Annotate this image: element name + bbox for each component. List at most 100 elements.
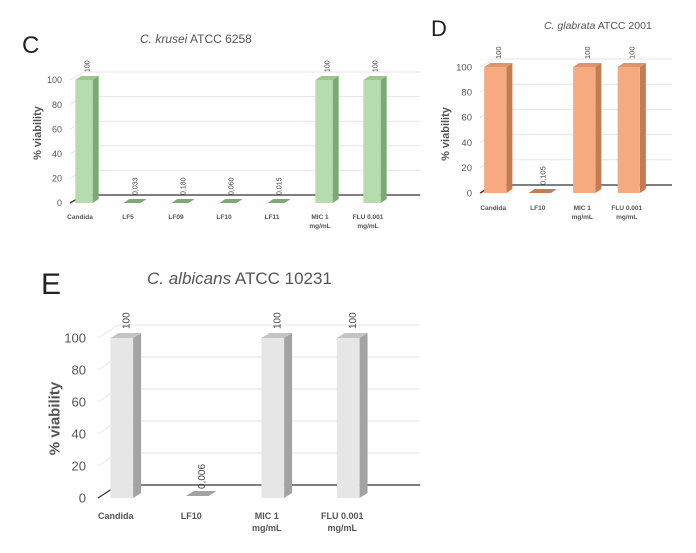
- y-tick-label: 80: [461, 88, 472, 99]
- chart-title-strain: ATCC 2001: [595, 20, 652, 32]
- y-tick-label: 80: [52, 100, 62, 110]
- panel-c: C C. krusei ATCC 6258 % viability 0 20 40 6…: [0, 0, 420, 245]
- bar-top: [75, 76, 99, 80]
- x-tick-label: MIC 1: [255, 511, 279, 521]
- y-tick-label: 0: [79, 491, 86, 506]
- panel-e: E C. albicans ATCC 10231 % viability 0 20…: [0, 260, 420, 553]
- y-tick-label: 60: [72, 395, 86, 410]
- data-label: 0,006: [197, 464, 208, 489]
- chart-e: 0 20 40 60 80 100 100 Candida 0,006 LF10 100 MIC 1 m…: [64, 312, 420, 533]
- gridline-side: [97, 324, 119, 339]
- x-tick-label: LF10: [530, 205, 546, 212]
- bar-top: [484, 63, 513, 67]
- bar-side: [380, 76, 387, 203]
- chart-d: 0 20 40 60 80 100 100 Candida 0,105 LF10 100 MIC 1 m…: [456, 46, 672, 221]
- bar-side: [506, 63, 513, 193]
- data-label: 0,015: [276, 177, 283, 195]
- bar: [573, 67, 596, 193]
- bar: [315, 80, 333, 203]
- bar: [185, 491, 217, 496]
- bar: [363, 80, 381, 203]
- bar: [267, 199, 291, 203]
- y-tick-label: 100: [47, 75, 62, 85]
- y-tick-label: 100: [456, 62, 472, 73]
- data-label: 100: [348, 312, 359, 329]
- bar: [123, 199, 147, 203]
- bar-top: [363, 76, 387, 80]
- y-tick-label: 20: [72, 459, 86, 474]
- data-label: 0,033: [132, 177, 139, 195]
- bar-side: [639, 63, 646, 193]
- chart-title: C. albicans ATCC 10231: [147, 269, 332, 289]
- bar-side: [133, 333, 142, 498]
- x-tick-label: MIC 1: [311, 214, 329, 221]
- panel-d: D C. glabrata ATCC 2001 % viability 0 20 4…: [420, 0, 696, 245]
- data-label: 100: [121, 312, 132, 329]
- gridline-side: [479, 58, 495, 68]
- data-label: 100: [272, 312, 283, 329]
- x-tick-label: Candida: [98, 511, 134, 521]
- chart-c: 0 20 40 60 80 100 100 Candida 0,033 LF5 0,180 LF09 0…: [47, 60, 420, 230]
- data-label: 0,060: [228, 177, 235, 195]
- y-tick-label: 40: [52, 149, 62, 159]
- x-tick-label: FLU 0.001: [611, 205, 642, 212]
- data-label: 100: [372, 60, 379, 72]
- bar: [617, 67, 640, 193]
- y-tick-label: 20: [52, 174, 62, 184]
- bar-side: [359, 333, 368, 498]
- y-tick-label: 0: [57, 198, 62, 208]
- bar-side: [332, 76, 339, 203]
- y-tick-label: 100: [64, 331, 86, 346]
- x-tick-label: Candida: [480, 205, 506, 212]
- data-label: 100: [84, 60, 91, 72]
- chart-title-strain: ATCC 6258: [187, 32, 252, 46]
- x-tick-label: FLU 0.001: [353, 214, 384, 221]
- bar-top: [617, 63, 646, 67]
- chart-title-species: C. albicans: [147, 269, 232, 288]
- bar: [75, 80, 93, 203]
- data-label: 100: [324, 60, 331, 72]
- bar-top: [336, 333, 368, 338]
- x-tick-label: mg/mL: [309, 223, 330, 230]
- bar-top: [573, 63, 602, 67]
- x-tick-label: mg/mL: [616, 214, 637, 221]
- bar-side: [284, 333, 293, 498]
- panel-letter: D: [431, 16, 447, 41]
- x-tick-label: LF5: [122, 214, 134, 221]
- chart-title-strain: ATCC 10231: [231, 269, 332, 288]
- bar-top: [110, 333, 142, 338]
- panel-letter: C: [22, 32, 40, 59]
- data-label: 0,180: [180, 177, 187, 195]
- y-tick-label: 40: [461, 138, 472, 149]
- data-label: 100: [583, 46, 592, 59]
- data-label: 100: [627, 46, 636, 59]
- bar-side: [595, 63, 602, 193]
- bar: [219, 199, 243, 203]
- y-tick-label: 80: [72, 363, 86, 378]
- x-tick-label: LF09: [168, 214, 184, 221]
- x-tick-label: LF10: [216, 214, 232, 221]
- x-tick-label: mg/mL: [252, 523, 282, 533]
- y-tick-label: 60: [461, 113, 472, 124]
- chart-title-species: C. krusei: [140, 32, 188, 46]
- x-tick-label: MIC 1: [574, 205, 592, 212]
- x-tick-label: mg/mL: [572, 214, 593, 221]
- x-tick-label: mg/mL: [357, 223, 378, 230]
- data-label: 100: [494, 46, 503, 59]
- panel-letter: E: [41, 268, 62, 301]
- x-tick-label: LF11: [265, 214, 280, 221]
- gridline-side: [69, 71, 85, 81]
- chart-title: C. glabrata ATCC 2001: [544, 20, 652, 32]
- bar-top: [315, 76, 339, 80]
- bar: [528, 189, 557, 193]
- bar: [110, 338, 134, 498]
- y-tick-label: 60: [52, 124, 62, 134]
- y-tick-label: 20: [461, 163, 472, 174]
- x-tick-label: Candida: [67, 214, 93, 221]
- y-tick-label: 0: [467, 188, 472, 199]
- y-tick-label: 40: [72, 427, 86, 442]
- x-tick-label: FLU 0.001: [321, 511, 364, 521]
- chart-title: C. krusei ATCC 6258: [140, 32, 252, 46]
- data-label: 0,105: [538, 166, 547, 185]
- bar: [336, 338, 360, 498]
